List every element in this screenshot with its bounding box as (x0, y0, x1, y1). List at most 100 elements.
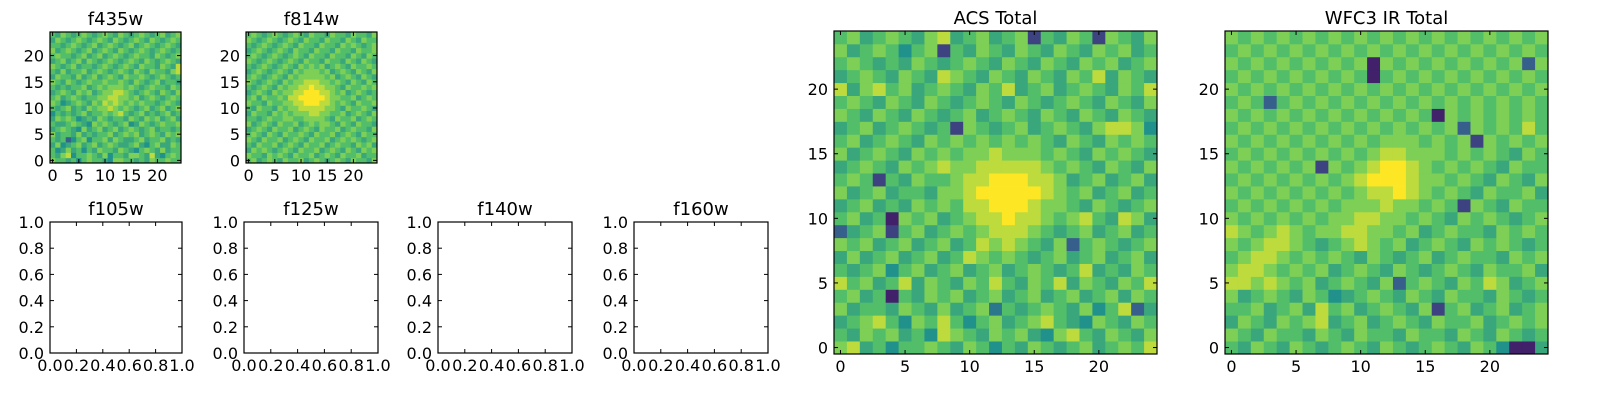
heatmap-cell (144, 110, 150, 117)
heatmap-cell (282, 100, 289, 106)
heatmap-cell (266, 63, 273, 70)
heatmap-cell (298, 152, 305, 159)
heatmap-cell (1105, 82, 1119, 96)
heatmap-cell (859, 147, 874, 161)
heatmap-cell (1496, 315, 1510, 329)
heatmap-cell (371, 58, 378, 64)
heatmap-cell (1496, 173, 1510, 187)
heatmap-cell (272, 84, 278, 91)
heatmap-cell (97, 115, 103, 122)
heatmap-cell (1457, 302, 1471, 316)
heatmap-cell (1535, 82, 1549, 96)
heatmap-cell (1354, 43, 1368, 58)
heatmap-cell (1418, 160, 1433, 174)
heatmap-cell (1040, 237, 1055, 252)
heatmap-cell (1302, 173, 1316, 187)
heatmap-cell (989, 328, 1003, 342)
heatmap-cell (282, 37, 289, 43)
heatmap-cell (963, 56, 977, 71)
heatmap-cell (91, 110, 98, 117)
heatmap-cell (1105, 302, 1119, 316)
heatmap-cell (70, 100, 77, 106)
heatmap-cell (160, 52, 166, 59)
heatmap-cell (1405, 263, 1420, 277)
heatmap-cell (937, 315, 951, 329)
heatmap-cell (1289, 69, 1303, 84)
heatmap-cell (1522, 186, 1536, 200)
heatmap-cell (356, 89, 362, 96)
heatmap-cell (123, 136, 129, 143)
heatmap-cell (1001, 108, 1016, 122)
heatmap-cell (1066, 328, 1080, 342)
heatmap-cell (1431, 186, 1446, 200)
heatmap-cell (1496, 95, 1510, 109)
heatmap-cell (1144, 95, 1158, 109)
heatmap-cell (1225, 160, 1239, 174)
heatmap-cell (1522, 43, 1536, 58)
heatmap-cell (1118, 224, 1132, 239)
heatmap-cell (165, 37, 171, 43)
heatmap-cell (1315, 43, 1329, 58)
heatmap-cell (282, 126, 289, 132)
heatmap-cell (246, 89, 252, 96)
heatmap-cell (314, 63, 320, 70)
heatmap-cell (340, 142, 346, 148)
heatmap-cell (293, 68, 299, 75)
heatmap-cell (266, 84, 273, 91)
heatmap-cell (1263, 198, 1278, 213)
heatmap-cell (112, 121, 119, 127)
heatmap-cell (50, 63, 56, 70)
heatmap-cell (1276, 237, 1290, 252)
heatmap-cell (1001, 43, 1016, 58)
x-tick-label: 0.4 (90, 356, 115, 375)
heatmap-cell (256, 94, 263, 101)
heatmap-cell (963, 134, 977, 148)
heatmap-cell (97, 105, 103, 111)
heatmap-cell (128, 68, 135, 75)
heatmap-cell (272, 63, 278, 70)
heatmap-cell (246, 110, 252, 117)
heatmap-cell (91, 100, 98, 106)
heatmap-cell (303, 63, 310, 70)
heatmap-cell (170, 157, 177, 164)
heatmap-cell (1315, 69, 1329, 84)
heatmap-cell (885, 186, 899, 200)
heatmap-cell (1289, 95, 1303, 109)
heatmap-cell (329, 58, 336, 64)
heatmap-cell (834, 95, 848, 109)
heatmap-cell (1496, 160, 1510, 174)
heatmap-cell (112, 105, 119, 111)
heatmap-cell (128, 126, 135, 132)
heatmap-cell (1392, 328, 1407, 342)
heatmap-cell (298, 84, 305, 91)
heatmap-cell (97, 37, 103, 43)
heatmap-cell (1118, 289, 1132, 303)
heatmap-cell (1392, 224, 1407, 239)
heatmap-cell (1027, 160, 1042, 174)
heatmap-cell (97, 131, 103, 138)
heatmap-cell (356, 63, 362, 70)
heatmap-cell (1014, 328, 1029, 342)
heatmap-cell (1225, 82, 1239, 96)
heatmap-cell (1225, 263, 1239, 277)
heatmap-cell (898, 121, 912, 135)
heatmap-cell (1483, 108, 1497, 122)
heatmap-cell (1522, 276, 1536, 290)
heatmap-cell (1315, 237, 1329, 252)
heatmap-cell (1118, 211, 1132, 226)
heatmap-cell (1470, 237, 1484, 252)
heatmap-cell (55, 157, 61, 164)
heatmap-cell (1263, 224, 1278, 239)
heatmap-cell (261, 105, 268, 111)
heatmap-cell (1237, 82, 1252, 96)
heatmap-cell (81, 115, 88, 122)
heatmap-cell (1483, 160, 1497, 174)
heatmap-cell (1367, 160, 1381, 174)
heatmap-cell (160, 152, 166, 159)
heatmap-cell (335, 100, 341, 106)
heatmap-cell (282, 136, 289, 143)
heatmap-cell (60, 157, 67, 164)
heatmap-cell (91, 89, 98, 96)
heatmap-cell (1105, 341, 1119, 355)
heatmap-cell (859, 56, 874, 71)
